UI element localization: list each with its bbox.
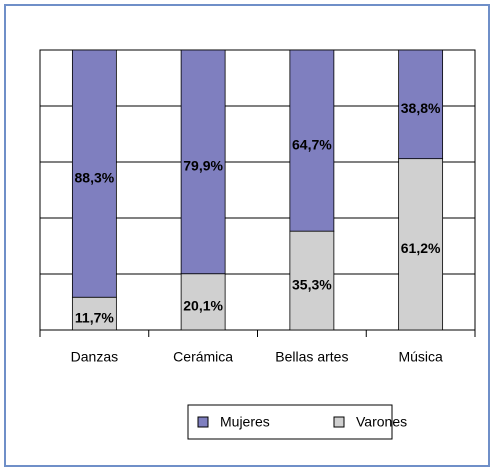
bar-segment	[71, 49, 117, 298]
x-tick-label: Cerámica	[173, 349, 233, 365]
bar-segment	[180, 49, 226, 275]
bar-segment	[398, 158, 444, 331]
value-label: 61,2%	[401, 240, 441, 256]
bar-segment	[398, 49, 444, 160]
legend-swatch	[333, 416, 345, 428]
legend-label: Mujeres	[220, 414, 270, 430]
legend-box	[187, 404, 393, 440]
value-label: 35,3%	[292, 276, 332, 292]
legend-label: Varones	[356, 414, 407, 430]
value-label: 38,8%	[401, 100, 441, 116]
value-label: 20,1%	[183, 298, 223, 314]
x-tick-label: Danzas	[71, 349, 118, 365]
x-tick-label: Música	[398, 349, 443, 365]
value-label: 79,9%	[183, 158, 223, 174]
value-label: 11,7%	[75, 309, 114, 325]
value-label: 88,3%	[75, 169, 115, 185]
legend-swatch	[197, 416, 209, 428]
x-tick-label: Bellas artes	[275, 349, 348, 365]
bar-segment	[289, 49, 335, 232]
value-label: 64,7%	[292, 136, 332, 152]
bar-segment	[289, 230, 335, 331]
